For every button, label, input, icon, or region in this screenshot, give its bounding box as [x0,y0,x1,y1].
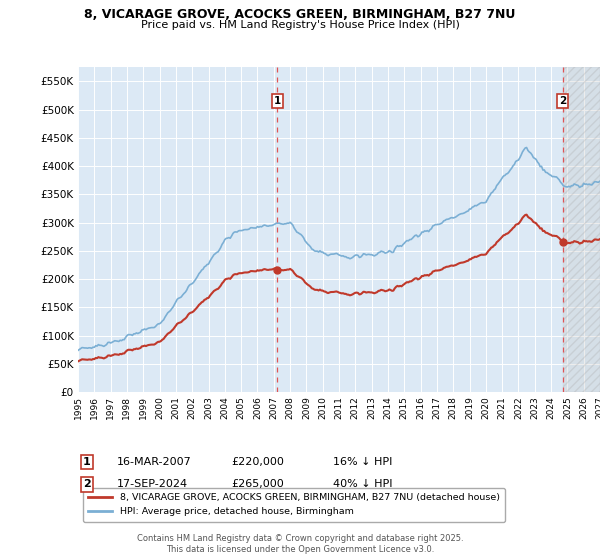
Text: 40% ↓ HPI: 40% ↓ HPI [333,479,392,489]
Text: 16% ↓ HPI: 16% ↓ HPI [333,457,392,467]
Text: 2: 2 [559,96,566,106]
Text: £265,000: £265,000 [231,479,284,489]
Text: £220,000: £220,000 [231,457,284,467]
Bar [563,67,600,392]
Text: 1: 1 [83,457,91,467]
Text: 17-SEP-2024: 17-SEP-2024 [117,479,188,489]
Text: Contains HM Land Registry data © Crown copyright and database right 2025.
This d: Contains HM Land Registry data © Crown c… [137,534,463,554]
Text: 2: 2 [83,479,91,489]
Text: 16-MAR-2007: 16-MAR-2007 [117,457,192,467]
Text: 1: 1 [274,96,281,106]
Text: 8, VICARAGE GROVE, ACOCKS GREEN, BIRMINGHAM, B27 7NU: 8, VICARAGE GROVE, ACOCKS GREEN, BIRMING… [85,8,515,21]
Text: Price paid vs. HM Land Registry's House Price Index (HPI): Price paid vs. HM Land Registry's House … [140,20,460,30]
Legend: 8, VICARAGE GROVE, ACOCKS GREEN, BIRMINGHAM, B27 7NU (detached house), HPI: Aver: 8, VICARAGE GROVE, ACOCKS GREEN, BIRMING… [83,488,505,522]
